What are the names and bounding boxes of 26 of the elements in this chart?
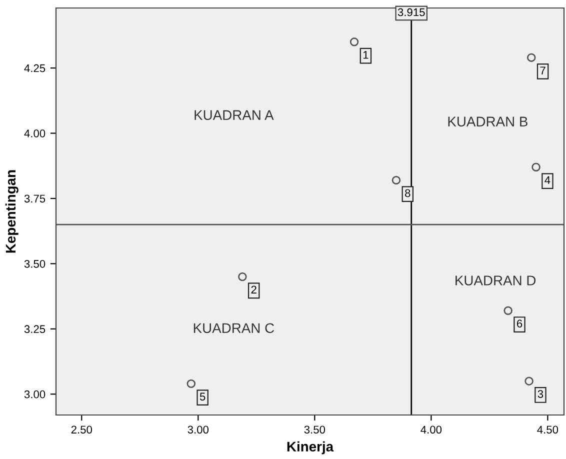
y-tick-label: 3.00 [24, 390, 46, 398]
x-tick-label: 4.50 [537, 426, 558, 434]
x-tick-label: 3.00 [188, 426, 209, 434]
annotation: KUADRAN B [448, 116, 528, 126]
y-tick-label: 4.00 [24, 130, 46, 138]
y-tick-label: 3.75 [24, 194, 46, 203]
ref-line-label: 3.915 [398, 8, 425, 16]
annotation: 6 [516, 320, 522, 328]
x-axis-title: Kinerja [287, 441, 334, 454]
annotation: 7 [540, 66, 546, 74]
annotation: 3 [538, 390, 544, 398]
y-tick-label: 3.25 [24, 325, 46, 334]
x-tick-label: 4.00 [420, 426, 442, 434]
x-tick-label: 3.50 [304, 426, 326, 434]
x-tick-label: 2.50 [71, 426, 92, 434]
annotation: 5 [200, 392, 206, 401]
y-axis-title: Kepentingan [5, 170, 18, 253]
annotation: KUADRAN C [194, 323, 274, 334]
annotation: 1 [363, 51, 368, 59]
annotation: KUADRAN D [456, 276, 536, 286]
annotation: 4 [544, 176, 550, 184]
annotation: 2 [251, 286, 256, 294]
y-tick-label: 3.50 [24, 260, 46, 268]
annotation: KUADRAN A [194, 110, 274, 120]
y-tick-label: 4.25 [24, 64, 46, 72]
annotation: 8 [405, 189, 410, 198]
